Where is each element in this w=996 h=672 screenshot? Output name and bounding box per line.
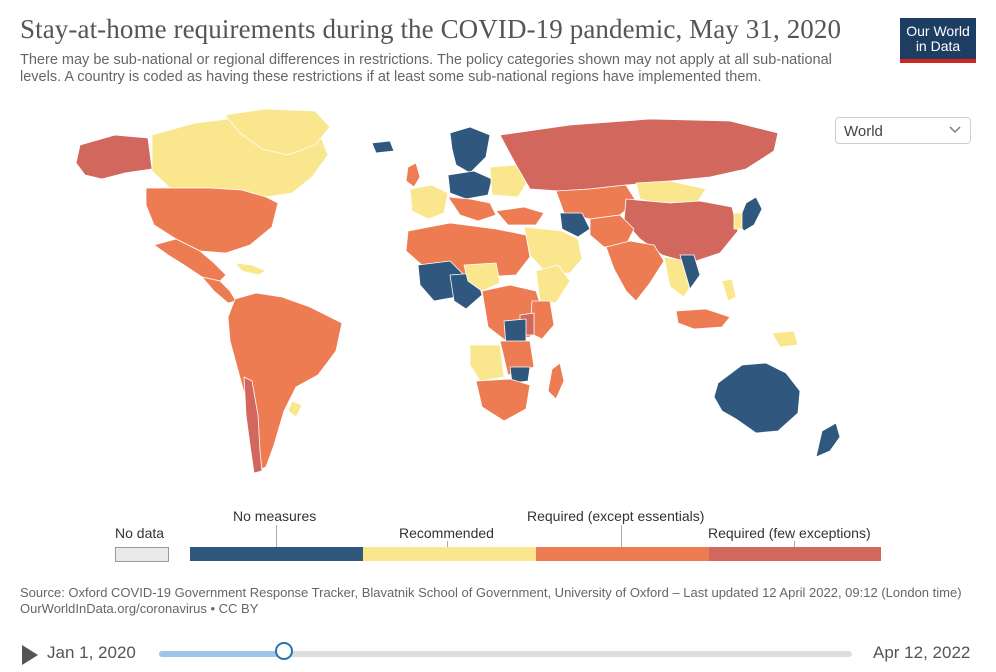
region-philippines [721, 278, 737, 302]
source-link[interactable]: OurWorldInData.org/coronavirus • CC BY [20, 601, 259, 616]
legend-label-recommended: Recommended [399, 525, 494, 541]
map-legend: No data No measures Recommended Required… [110, 505, 890, 565]
region-caribbean [234, 262, 267, 276]
region-russia [499, 118, 779, 192]
region-uk [405, 162, 421, 188]
timeline-start-date[interactable]: Jan 1, 2020 [47, 643, 136, 662]
source-text: Source: Oxford COVID-19 Government Respo… [20, 585, 962, 600]
region-madagascar [547, 362, 565, 400]
legend-tick-recommended [447, 541, 448, 547]
logo-line-2: in Data [915, 38, 961, 54]
legend-tick-no-measures [276, 525, 277, 547]
region-mexico [153, 238, 227, 282]
legend-swatch-required-few-exceptions [709, 547, 881, 561]
legend-swatch-no-data [115, 547, 169, 562]
region-usa [145, 187, 279, 254]
timeline-track-fill [159, 651, 284, 657]
timeline-end-date[interactable]: Apr 12, 2022 [873, 643, 971, 662]
legend-swatch-required-except-essentials [536, 547, 709, 561]
region-indonesia [675, 308, 731, 330]
world-map [75, 108, 841, 474]
region-turkey [495, 206, 545, 226]
owid-logo[interactable]: Our World in Data [900, 18, 976, 63]
legend-label-required-except-essentials: Required (except essentials) [527, 508, 705, 524]
legend-tick-required-except-essentials [621, 525, 622, 547]
region-western-europe [409, 184, 449, 220]
legend-label-no-data: No data [115, 525, 165, 541]
region-central-europe [447, 170, 493, 200]
chart-title: Stay-at-home requirements during the COV… [20, 14, 842, 44]
region-new-zealand [815, 422, 841, 458]
region-scandinavia [449, 126, 491, 174]
region-korea [733, 212, 743, 230]
region-indochina-east [679, 254, 701, 290]
region-chile [243, 376, 263, 474]
play-icon[interactable] [22, 645, 38, 665]
region-middle-east [523, 226, 583, 276]
legend-swatch-recommended [363, 547, 536, 561]
region-horn-of-africa [535, 264, 571, 304]
region-south-africa [475, 378, 531, 422]
region-greenland [224, 108, 331, 156]
region-southern-europe [447, 196, 497, 222]
legend-tick-required-few-exceptions [794, 541, 795, 547]
region-iceland [371, 140, 395, 154]
timeline-track[interactable] [159, 651, 852, 657]
region-sahel [463, 262, 501, 292]
region-central-america [201, 276, 237, 304]
region-angola [469, 344, 505, 382]
region-png [771, 330, 799, 348]
region-zimbabwe [509, 366, 531, 384]
legend-label-required-few-exceptions: Required (few exceptions) [708, 525, 871, 541]
region-iran [559, 212, 591, 238]
region-eastern-europe [489, 164, 529, 198]
legend-label-no-measures: No measures [233, 508, 317, 524]
chevron-down-icon [949, 126, 961, 134]
region-uruguay [287, 400, 303, 418]
chart-subtitle: There may be sub-national or regional di… [20, 52, 832, 85]
region-india [605, 240, 665, 302]
source-note: Source: Oxford COVID-19 Government Respo… [20, 585, 970, 617]
region-select-value: World [844, 123, 883, 140]
region-alaska [75, 134, 153, 180]
region-zambia [499, 340, 535, 376]
region-select[interactable]: World [835, 117, 971, 144]
region-australia [713, 362, 801, 434]
legend-swatch-no-measures [190, 547, 363, 561]
timeline-handle[interactable] [274, 642, 293, 660]
logo-line-1: Our World [906, 23, 970, 39]
